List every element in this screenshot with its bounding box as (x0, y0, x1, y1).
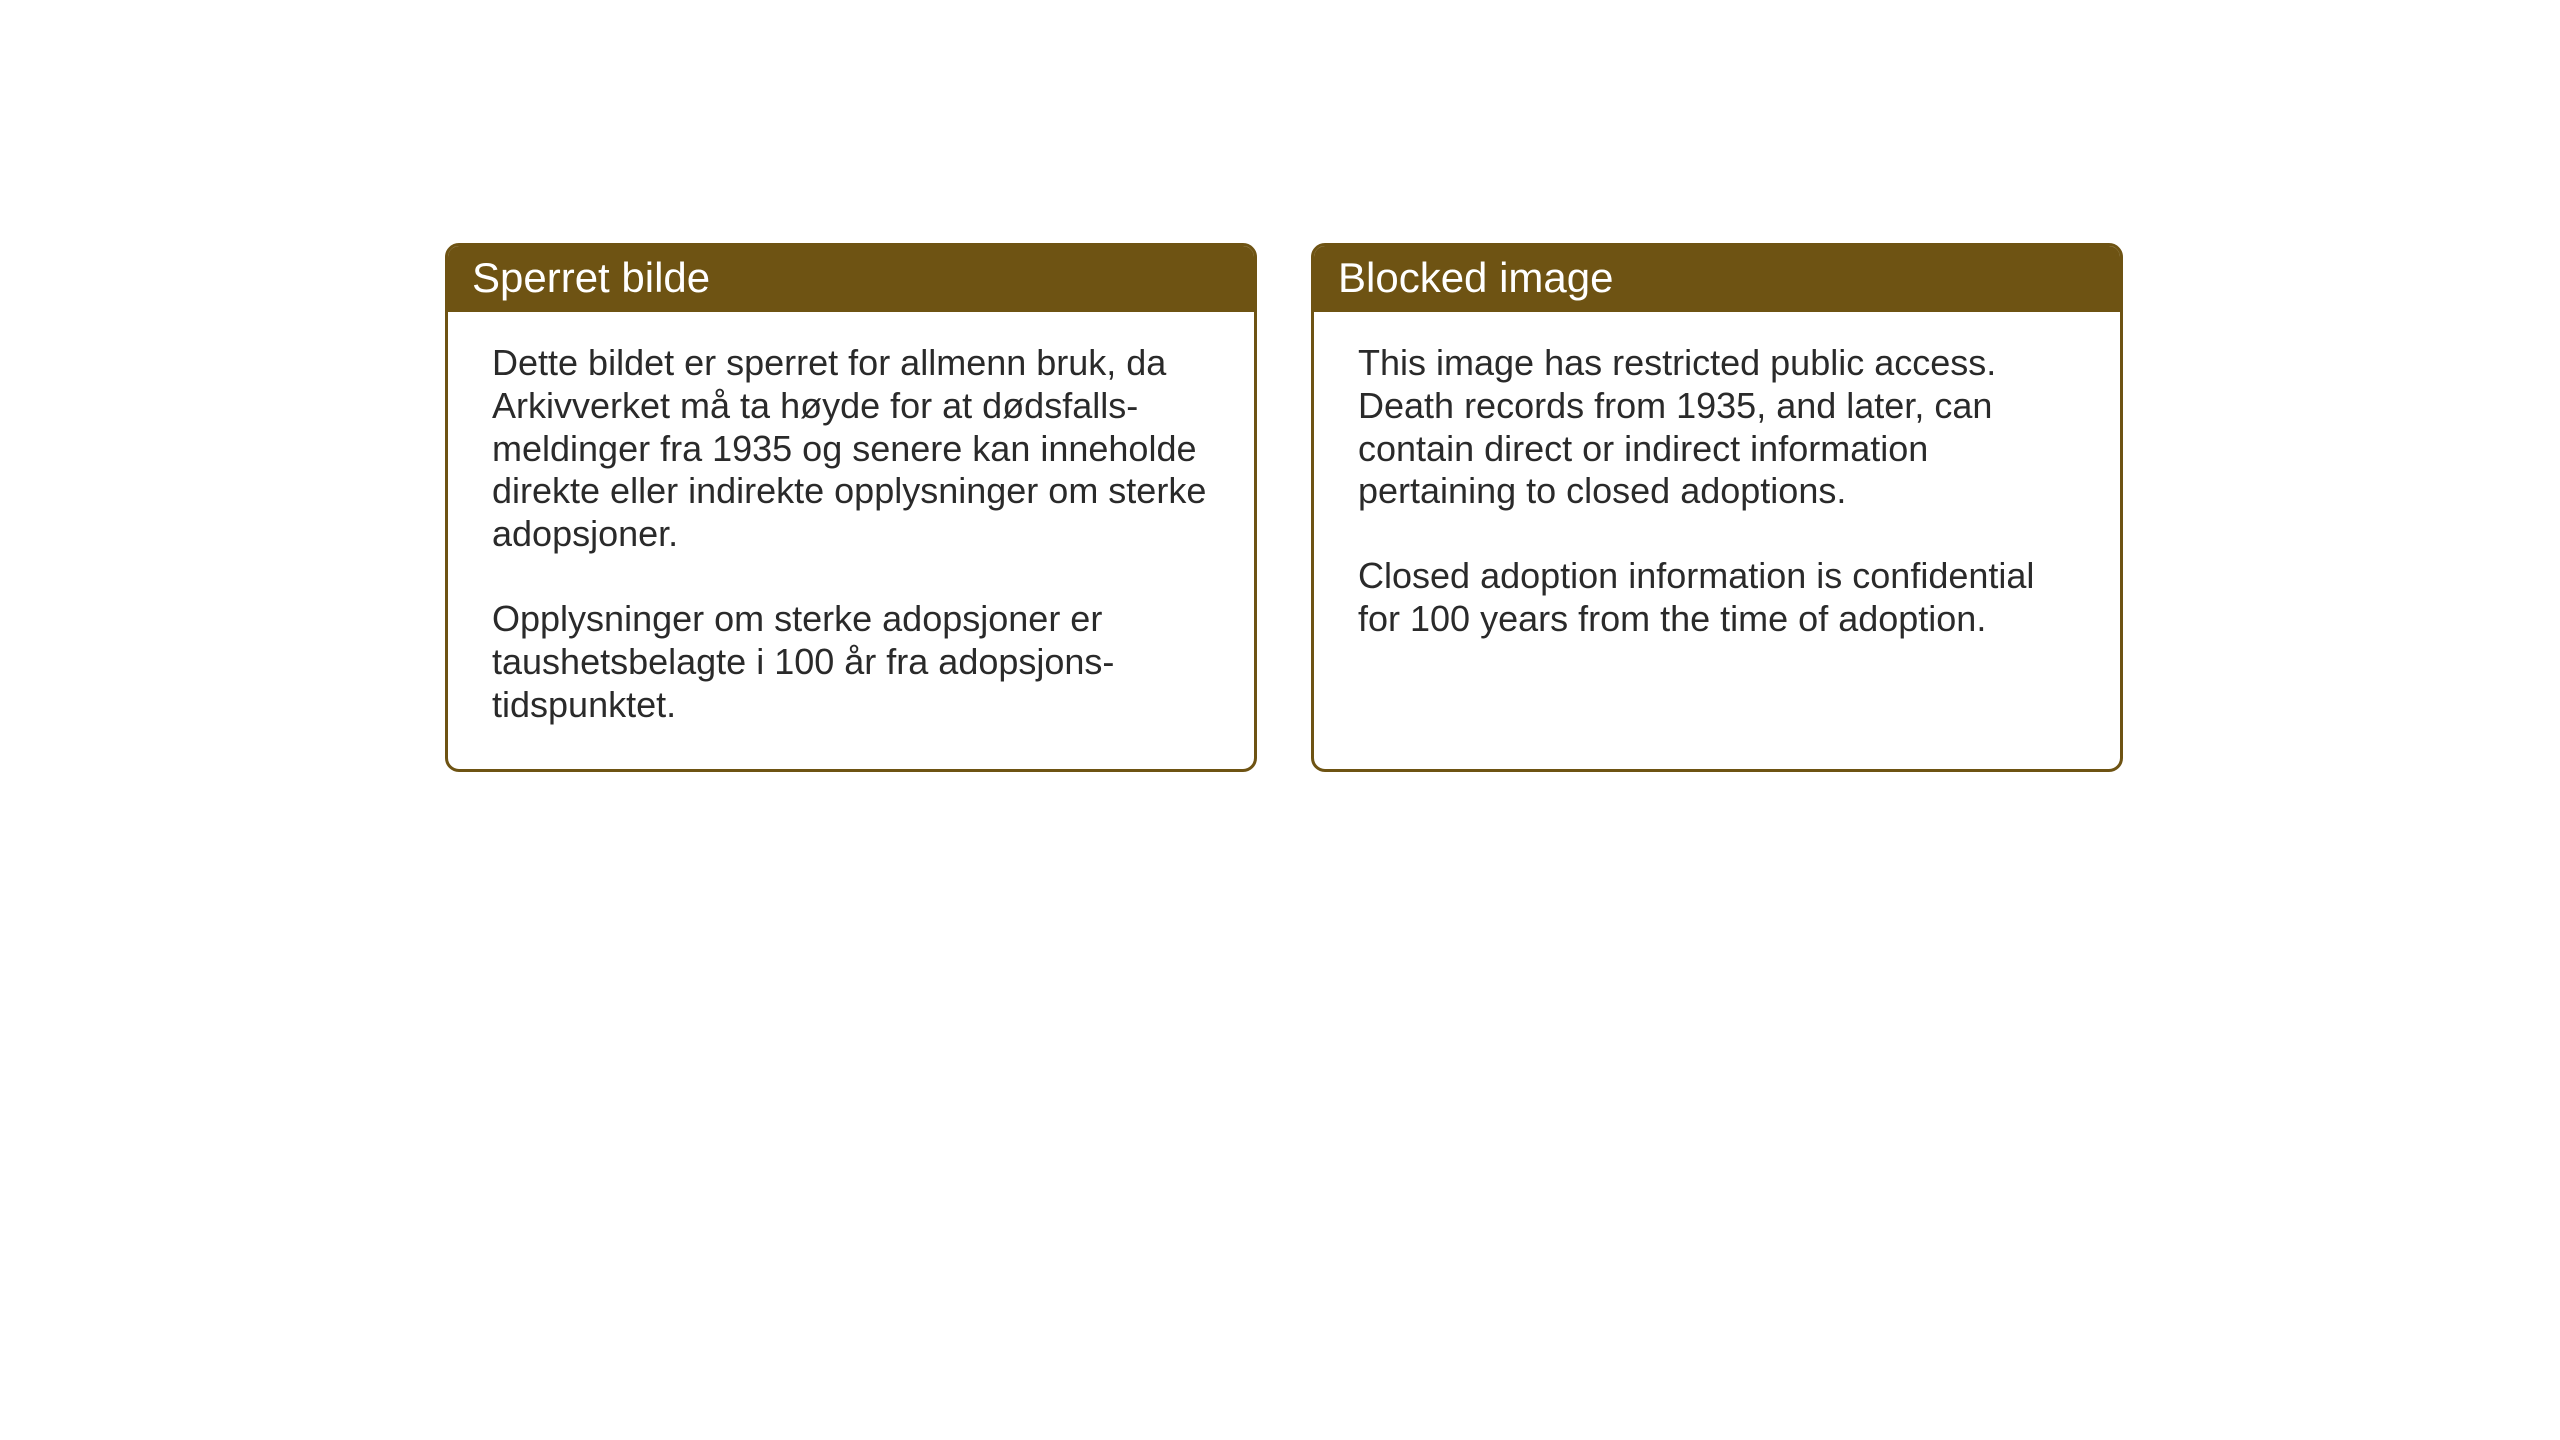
norwegian-card-body: Dette bildet er sperret for allmenn bruk… (448, 312, 1254, 769)
english-paragraph-1: This image has restricted public access.… (1358, 342, 2076, 513)
norwegian-paragraph-1: Dette bildet er sperret for allmenn bruk… (492, 342, 1210, 556)
english-card-body: This image has restricted public access.… (1314, 312, 2120, 683)
norwegian-card: Sperret bilde Dette bildet er sperret fo… (445, 243, 1257, 772)
norwegian-card-title: Sperret bilde (448, 246, 1254, 312)
english-card: Blocked image This image has restricted … (1311, 243, 2123, 772)
cards-container: Sperret bilde Dette bildet er sperret fo… (445, 243, 2123, 772)
english-paragraph-2: Closed adoption information is confident… (1358, 555, 2076, 641)
norwegian-paragraph-2: Opplysninger om sterke adopsjoner er tau… (492, 598, 1210, 726)
english-card-title: Blocked image (1314, 246, 2120, 312)
